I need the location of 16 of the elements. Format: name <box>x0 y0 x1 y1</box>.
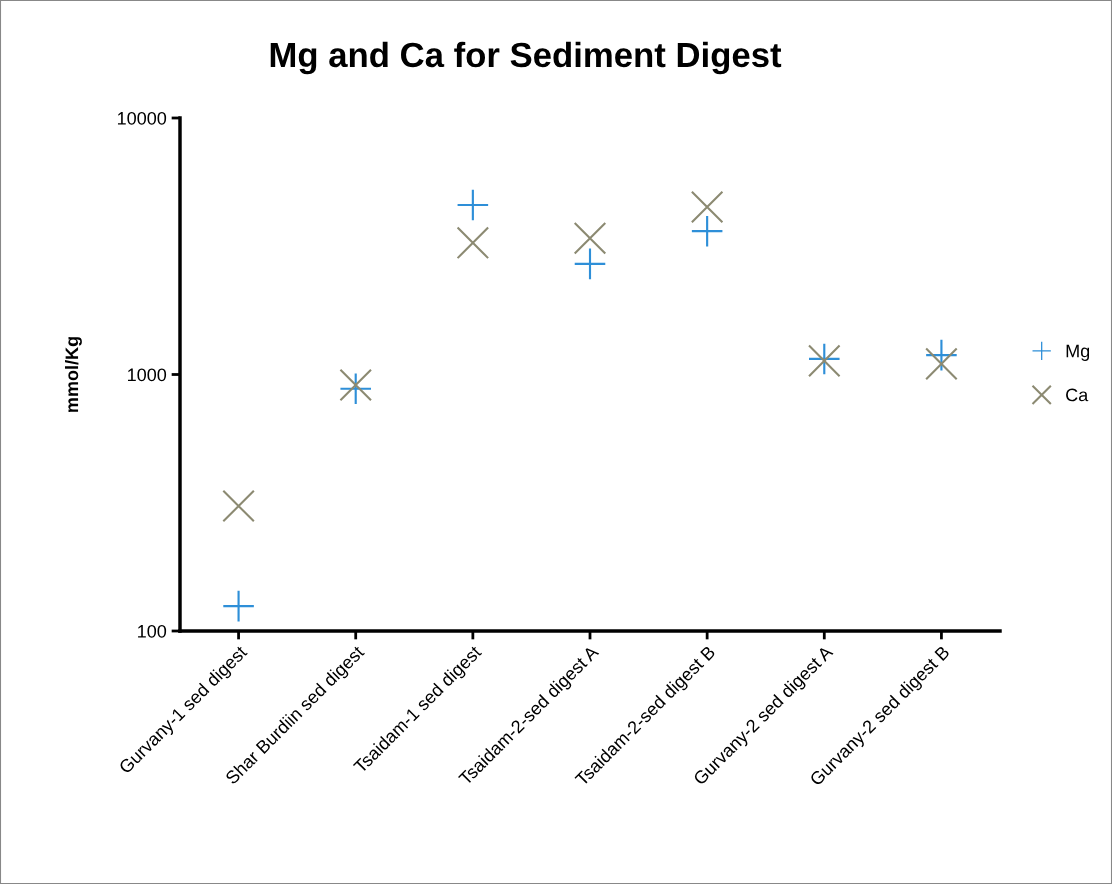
legend-label: Ca <box>1066 388 1089 402</box>
legend-label: Mg <box>1066 344 1090 361</box>
y-axis-title: mmol/Kg <box>64 337 82 412</box>
chart-title: Mg and Ca for Sediment Digest <box>270 41 782 75</box>
point <box>573 221 607 255</box>
y-tick-label: 10000 <box>117 111 167 125</box>
y-tick-label: 1000 <box>128 368 167 382</box>
point <box>925 347 958 381</box>
point <box>690 190 724 224</box>
point <box>691 215 723 247</box>
point <box>223 590 254 622</box>
point <box>456 226 490 260</box>
point <box>574 248 606 280</box>
point <box>457 189 489 221</box>
y-tick-label: 100 <box>138 624 167 638</box>
point <box>222 489 255 523</box>
